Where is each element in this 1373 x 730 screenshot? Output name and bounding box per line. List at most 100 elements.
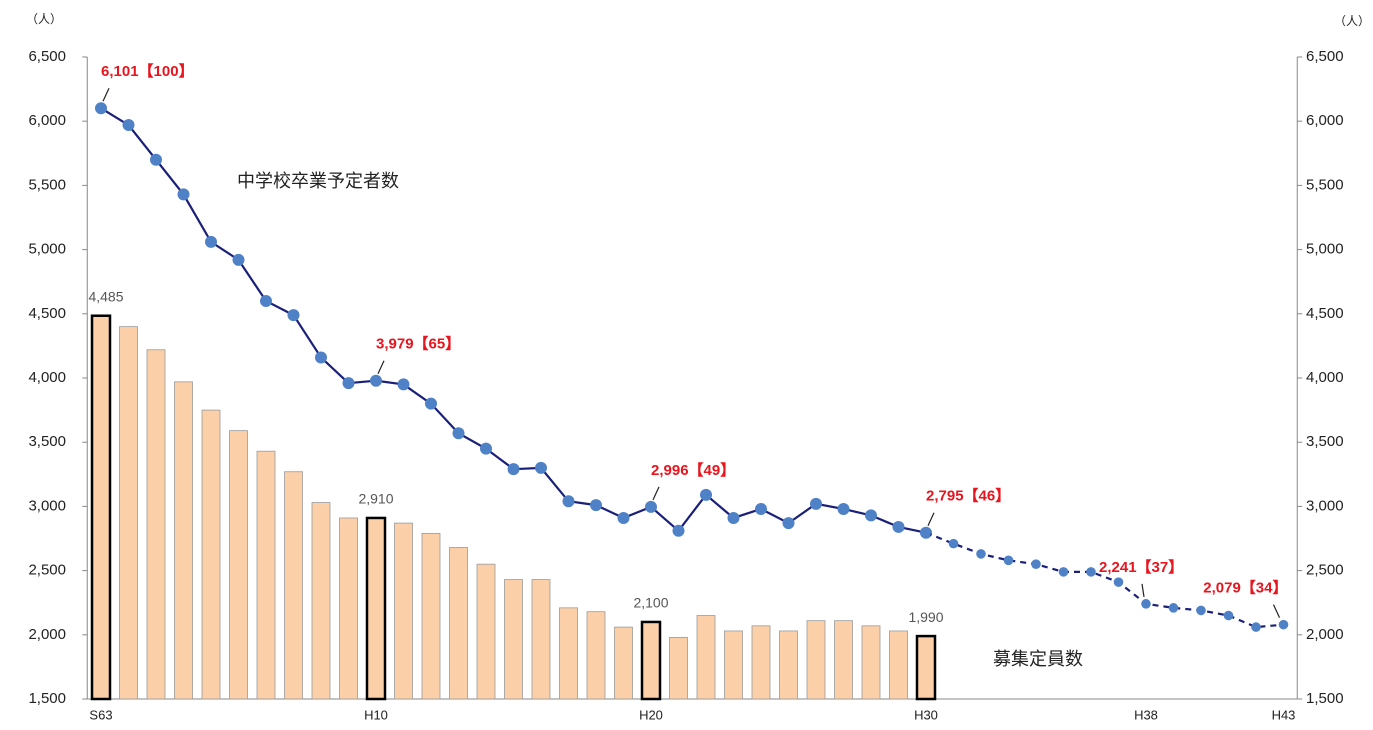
bar bbox=[640, 620, 662, 701]
line-marker bbox=[590, 499, 602, 512]
line-marker bbox=[315, 351, 327, 364]
bar bbox=[394, 522, 413, 700]
leader-line bbox=[652, 486, 660, 501]
bar bbox=[861, 625, 881, 700]
line-marker bbox=[205, 235, 217, 248]
line-value-label: 6,101【100】 bbox=[101, 62, 194, 80]
line-marker bbox=[810, 497, 822, 510]
line-marker bbox=[1223, 610, 1234, 621]
bar bbox=[449, 547, 468, 700]
leader-line bbox=[102, 87, 110, 102]
leader-line bbox=[377, 360, 385, 374]
y2-tick-label: 3,500 bbox=[1306, 433, 1344, 450]
bar bbox=[889, 630, 908, 700]
bar-series-label: 募集定員数 bbox=[993, 649, 1083, 669]
line-marker bbox=[425, 397, 437, 410]
bar bbox=[614, 626, 633, 700]
x-tick-label: S63 bbox=[89, 707, 112, 722]
bar bbox=[779, 630, 798, 700]
y2-tick-label: 5,500 bbox=[1306, 176, 1344, 193]
y-tick-label: 6,000 bbox=[28, 112, 66, 129]
line-value-label: 2,795【46】 bbox=[926, 487, 1010, 505]
line-marker bbox=[260, 294, 272, 307]
y2-tick-label: 2,500 bbox=[1306, 562, 1344, 579]
line-marker bbox=[452, 427, 465, 440]
line-marker bbox=[1196, 605, 1206, 616]
x-tick-label: H30 bbox=[914, 707, 938, 722]
y2-tick-label: 6,500 bbox=[1306, 48, 1344, 65]
line-marker bbox=[507, 463, 520, 476]
y2-tick-label: 6,000 bbox=[1306, 112, 1344, 129]
bar-value-label: 2,910 bbox=[358, 491, 393, 507]
bar bbox=[724, 630, 743, 700]
line-marker bbox=[865, 509, 877, 522]
y-tick-label: 4,000 bbox=[28, 369, 66, 386]
line-marker bbox=[287, 309, 300, 322]
line-marker bbox=[976, 549, 986, 559]
y-tick-label: 5,500 bbox=[28, 176, 66, 193]
line-marker bbox=[480, 442, 492, 455]
y-tick-label: 4,500 bbox=[28, 305, 66, 322]
bar bbox=[421, 532, 441, 700]
y2-tick-label: 1,500 bbox=[1306, 690, 1344, 707]
bar-value-label: 2,100 bbox=[633, 595, 668, 611]
line-marker bbox=[397, 378, 410, 391]
bar bbox=[229, 430, 248, 700]
y-tick-label: 2,000 bbox=[28, 626, 66, 643]
x-tick-label: H43 bbox=[1272, 707, 1296, 722]
line-marker bbox=[727, 511, 740, 524]
line-marker bbox=[755, 502, 767, 515]
line-marker bbox=[95, 102, 107, 115]
bar bbox=[365, 516, 387, 701]
bar-value-label: 1,990 bbox=[908, 609, 943, 625]
y-tick-label: 3,500 bbox=[28, 433, 66, 450]
y-tick-label: 1,500 bbox=[28, 690, 66, 707]
line-marker bbox=[342, 377, 355, 390]
line-marker bbox=[1141, 599, 1151, 609]
bar bbox=[201, 409, 221, 700]
line-marker bbox=[1168, 603, 1179, 613]
bar bbox=[669, 636, 688, 700]
bar bbox=[284, 471, 303, 700]
line-marker bbox=[1278, 619, 1289, 630]
x-tick-label: H38 bbox=[1134, 707, 1158, 722]
bar bbox=[834, 620, 853, 700]
line-marker bbox=[1003, 555, 1014, 566]
bar bbox=[531, 579, 551, 700]
bar bbox=[696, 615, 716, 700]
y2-tick-label: 4,500 bbox=[1306, 305, 1344, 322]
line-marker bbox=[150, 153, 162, 166]
bar bbox=[559, 607, 578, 700]
bar bbox=[119, 326, 138, 700]
line-marker bbox=[562, 495, 575, 508]
bar bbox=[476, 563, 496, 700]
y-tick-label: 2,500 bbox=[28, 562, 66, 579]
line-marker bbox=[921, 527, 931, 538]
bar bbox=[806, 620, 826, 700]
leader-line bbox=[1141, 583, 1145, 597]
y2-tick-label: 3,000 bbox=[1306, 497, 1344, 514]
y2-unit: （人） bbox=[1334, 14, 1370, 28]
line-marker bbox=[672, 524, 685, 537]
line-marker bbox=[177, 188, 190, 201]
y2-tick-label: 5,000 bbox=[1306, 241, 1344, 258]
y-unit: （人） bbox=[26, 12, 62, 26]
bar bbox=[256, 450, 276, 700]
x-tick-label: H10 bbox=[364, 707, 388, 722]
line-marker bbox=[700, 488, 712, 501]
line-marker bbox=[535, 461, 547, 474]
line-marker bbox=[370, 374, 382, 387]
line-value-label: 2,241【37】 bbox=[1099, 558, 1183, 576]
line-marker bbox=[645, 500, 657, 513]
x-tick-label: H20 bbox=[639, 707, 663, 722]
bar bbox=[751, 625, 771, 700]
line-marker bbox=[1086, 567, 1096, 577]
bar bbox=[915, 634, 937, 701]
y2-tick-label: 2,000 bbox=[1306, 626, 1344, 643]
bar bbox=[90, 314, 112, 701]
line-marker bbox=[617, 511, 630, 524]
bar bbox=[586, 611, 606, 700]
y-tick-label: 5,000 bbox=[28, 241, 66, 258]
line-value-label: 2,996【49】 bbox=[651, 461, 735, 479]
